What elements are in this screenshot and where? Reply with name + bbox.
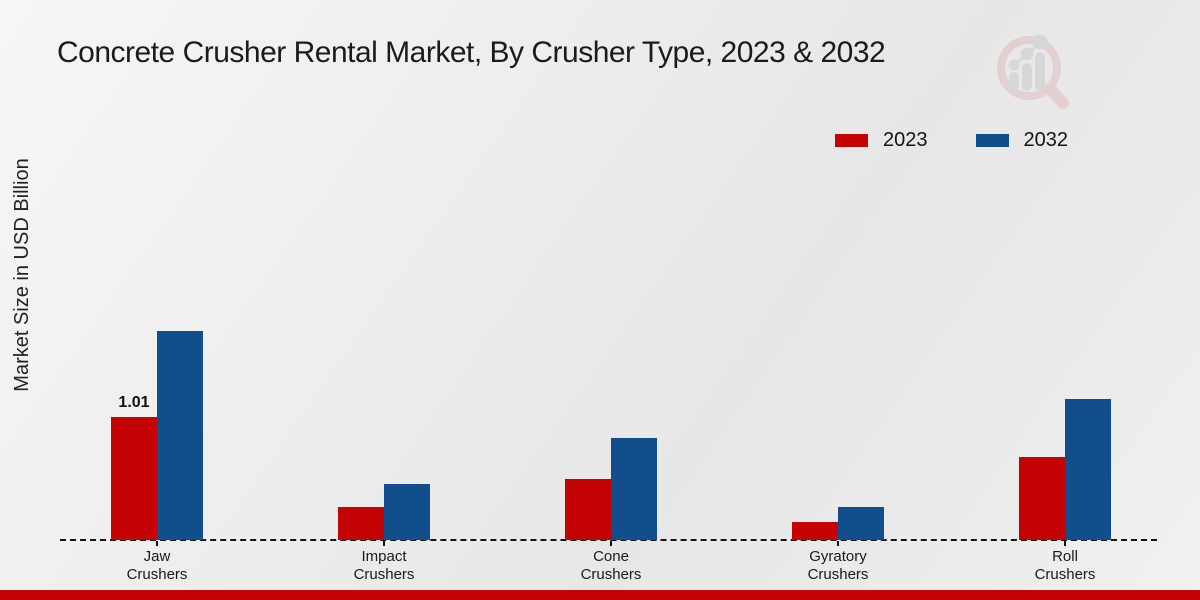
bar-2023-gyratory-crushers	[792, 522, 838, 540]
bar-2032-roll-crushers	[1065, 399, 1111, 540]
legend-label-2023: 2023	[883, 129, 928, 151]
legend-label-2032: 2032	[1023, 129, 1069, 151]
x-category-label-roll-crushers: Roll Crushers	[1034, 548, 1096, 583]
x-category-label-cone-crushers: Cone Crushers	[580, 548, 642, 583]
bar-2032-impact-crushers	[384, 484, 430, 540]
legend: 2023 2032	[835, 129, 1068, 152]
x-tick-impact-crushers	[383, 541, 385, 546]
x-tick-jaw-crushers	[156, 541, 158, 546]
x-tick-gyratory-crushers	[837, 541, 839, 546]
bar-2023-roll-crushers	[1019, 457, 1065, 540]
bar-2023-cone-crushers	[565, 479, 611, 540]
legend-swatch-2023	[835, 134, 868, 147]
x-axis-baseline	[60, 539, 1157, 541]
footer-red-strip	[0, 590, 1200, 600]
x-category-label-impact-crushers: Impact Crushers	[353, 548, 415, 583]
bar-value-label-2023-jaw-crushers: 1.01	[118, 394, 150, 411]
magnifier-barchart-logo-icon	[997, 34, 1069, 109]
x-category-label-jaw-crushers: Jaw Crushers	[126, 548, 188, 583]
bar-2032-cone-crushers	[611, 438, 657, 540]
x-tick-cone-crushers	[610, 541, 612, 546]
bar-2032-jaw-crushers	[157, 331, 203, 540]
chart-title: Concrete Crusher Rental Market, By Crush…	[57, 36, 886, 69]
x-category-label-gyratory-crushers: Gyratory Crushers	[807, 548, 869, 583]
x-tick-roll-crushers	[1064, 541, 1066, 546]
bar-2023-jaw-crushers	[111, 417, 157, 540]
legend-swatch-2032	[975, 134, 1009, 147]
bar-2023-impact-crushers	[338, 507, 384, 540]
legend-item-2023: 2023	[835, 129, 928, 152]
bar-2032-gyratory-crushers	[838, 507, 884, 540]
legend-item-2032: 2032	[975, 129, 1069, 152]
